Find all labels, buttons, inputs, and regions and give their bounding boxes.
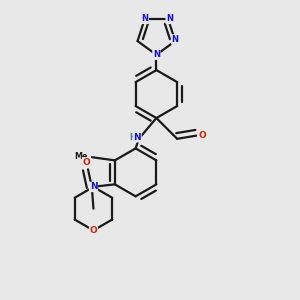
Text: N: N bbox=[90, 182, 97, 191]
Text: O: O bbox=[198, 131, 206, 140]
Text: N: N bbox=[172, 35, 179, 44]
Text: N: N bbox=[166, 14, 173, 23]
Text: H: H bbox=[130, 133, 136, 142]
Text: N: N bbox=[134, 133, 141, 142]
Text: Me: Me bbox=[74, 152, 88, 161]
Text: O: O bbox=[90, 226, 97, 235]
Text: N: N bbox=[153, 50, 160, 59]
Text: O: O bbox=[82, 158, 90, 167]
Text: N: N bbox=[141, 14, 148, 23]
